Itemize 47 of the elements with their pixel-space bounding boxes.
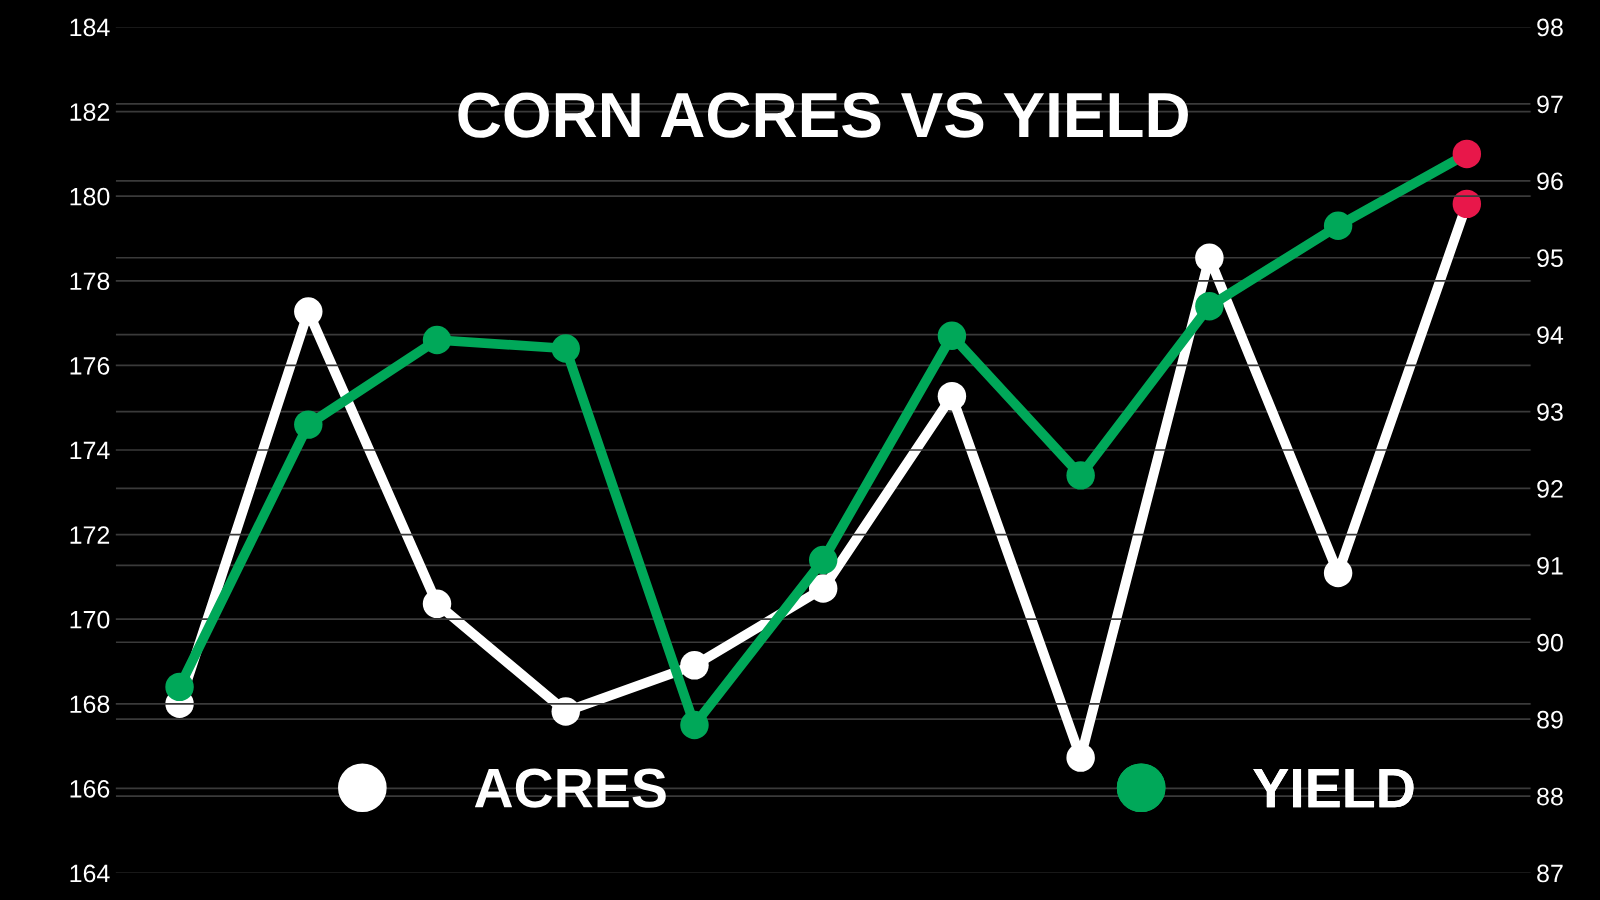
y2-tick-label: 95 — [1537, 249, 1563, 268]
y2-tick-label: 92 — [1537, 480, 1563, 498]
point — [422, 589, 452, 619]
y-tick-label: 184 — [70, 18, 110, 37]
point — [1195, 291, 1224, 321]
y2-tick-label: 93 — [1537, 403, 1563, 421]
y2-tick-label: 97 — [1537, 95, 1563, 114]
point — [1195, 243, 1224, 272]
point — [1066, 743, 1095, 772]
y2-tick-label: 88 — [1537, 787, 1563, 806]
y2-tick-label: 87 — [1537, 864, 1563, 883]
y2-tick-label: 94 — [1537, 326, 1564, 344]
point — [937, 321, 967, 351]
y-tick-label: 172 — [70, 526, 110, 544]
legend-label: ACRES — [474, 768, 666, 808]
point — [1452, 189, 1482, 219]
point — [937, 381, 967, 411]
y-tick-label: 180 — [70, 187, 110, 206]
y2-tick-label: 89 — [1537, 710, 1563, 729]
text: CORN ACRES VS YIELD — [458, 92, 1188, 138]
point — [294, 297, 323, 326]
point — [165, 672, 194, 702]
point — [422, 325, 452, 355]
y2-tick-label: 98 — [1537, 18, 1563, 37]
legend-label: YIELD — [1253, 769, 1414, 808]
point — [294, 410, 323, 439]
point — [808, 545, 838, 575]
y-tick-label: 166 — [70, 780, 110, 798]
point — [551, 334, 580, 363]
point — [1323, 211, 1353, 241]
y2-tick-label: 91 — [1537, 556, 1563, 575]
point — [1066, 461, 1095, 490]
y-tick-label: 168 — [70, 695, 110, 714]
y2-tick-label: 90 — [1537, 633, 1563, 652]
y-tick-label: 178 — [70, 272, 110, 291]
point — [1323, 558, 1353, 588]
y-tick-label: 164 — [70, 864, 110, 883]
y-tick-label: 176 — [70, 357, 110, 375]
y2-tick-label: 96 — [1537, 172, 1563, 191]
y-tick-label: 170 — [70, 610, 110, 629]
point — [808, 574, 838, 603]
point — [551, 697, 580, 726]
point — [680, 710, 709, 740]
y-tick-label: 182 — [70, 103, 110, 121]
point — [680, 651, 709, 680]
y-tick-label: 174 — [70, 441, 110, 460]
point — [1452, 139, 1482, 169]
